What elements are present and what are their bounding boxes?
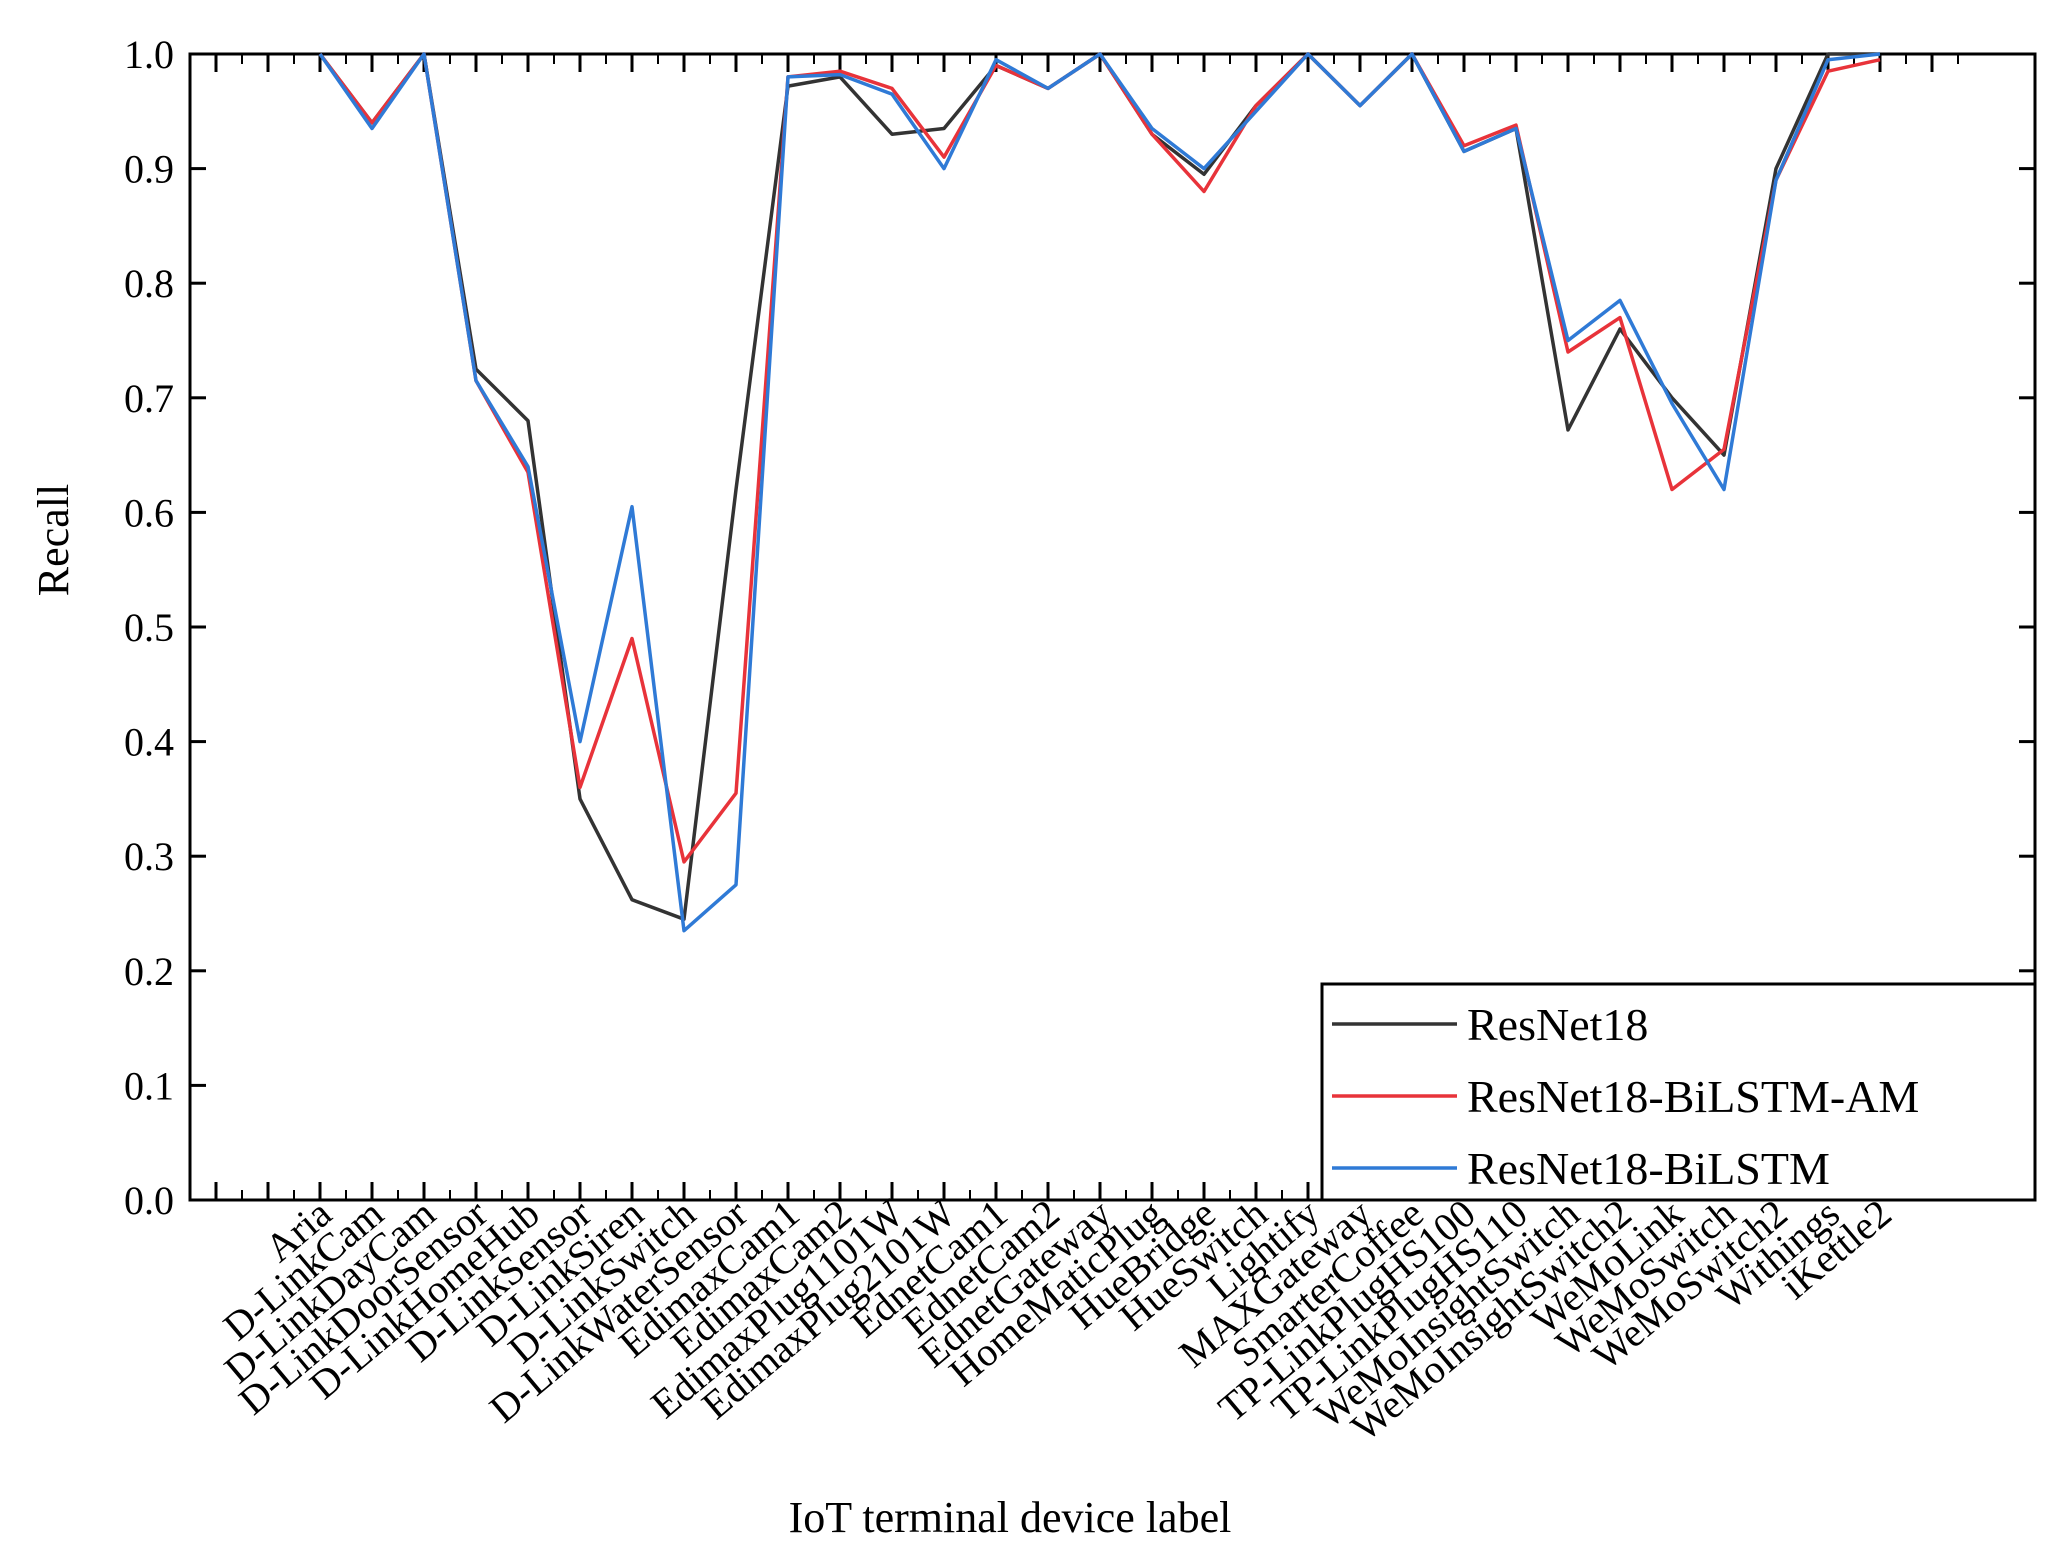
x-tick-labels: AriaD-LinkCamD-LinkDayCamD-LinkDoorSenso… [215,1190,1900,1450]
series-line-0 [318,52,1880,921]
y-axis-title: Recall [29,484,78,596]
legend-label: ResNet18-BiLSTM [1467,1143,1830,1194]
y-tick-label: 0.4 [124,720,174,765]
y-tick-label: 1.0 [124,32,174,77]
y-tick-label: 0.5 [124,605,174,650]
series-line-2 [318,52,1881,933]
legend-label: ResNet18-BiLSTM-AM [1467,1071,1919,1122]
y-tick-label: 0.8 [124,261,174,306]
y-tick-label: 0.6 [124,490,174,535]
series-line-1 [318,52,1881,864]
y-axis: 0.0 0.1 0.2 0.3 0.4 0.5 0.6 0.7 0.8 0.9 1.0 [124,32,2035,1223]
legend: ResNet18 ResNet18-BiLSTM-AM ResNet18-BiLST… [1320,982,2037,1202]
y-tick-label: 0.7 [124,376,174,421]
y-tick-label: 0.9 [124,147,174,192]
legend-label: ResNet18 [1467,999,1648,1050]
x-axis-title: IoT terminal device label [789,1493,1232,1542]
legend-box [1320,982,2037,1202]
y-tick-label: 0.2 [124,949,174,994]
y-tick-label: 0.1 [124,1063,174,1108]
y-tick-label: 0.0 [124,1178,174,1223]
series-lines [318,52,1881,933]
y-tick-label: 0.3 [124,834,174,879]
